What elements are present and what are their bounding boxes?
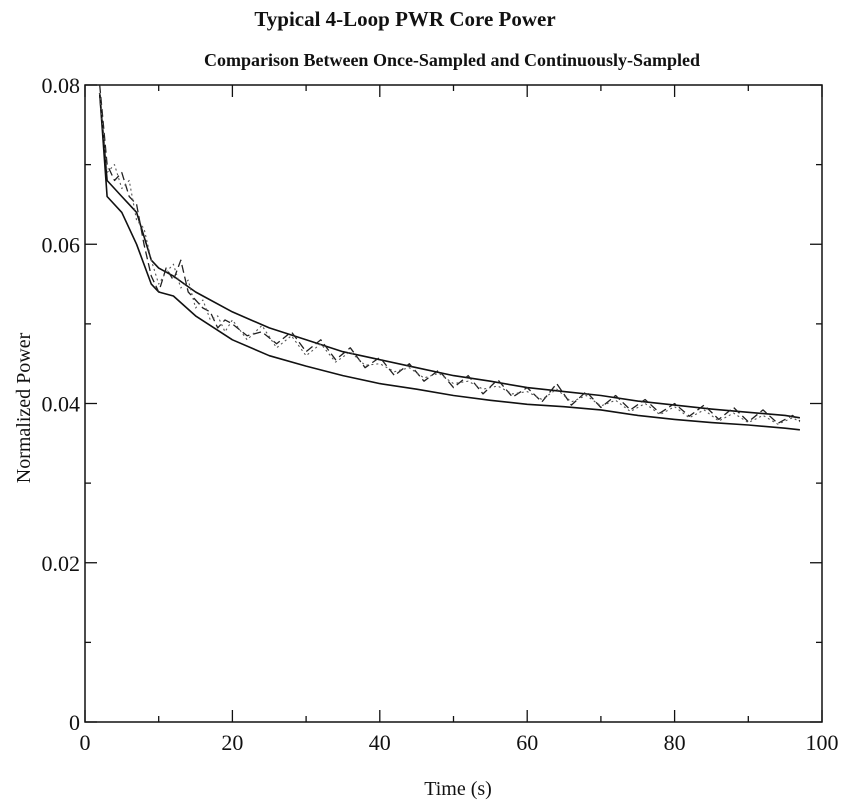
y-tick-label: 0: [69, 710, 80, 735]
x-axis-label: Time (s): [424, 778, 492, 800]
x-tick-label: 80: [664, 730, 686, 755]
x-tick-label: 0: [80, 730, 91, 755]
chart-title: Typical 4-Loop PWR Core Power: [254, 7, 555, 31]
tick-labels-group: 0 20 40 60 80 100 0 0.02 0.04 0.06 0.08: [42, 73, 839, 755]
x-tick-label: 40: [369, 730, 391, 755]
x-tick-label: 20: [221, 730, 243, 755]
ticks-group: [84, 84, 823, 723]
y-tick-label: 0.04: [42, 392, 81, 417]
y-tick-label: 0.06: [42, 232, 81, 257]
y-tick-label: 0.08: [42, 73, 81, 98]
series-line-3: [99, 84, 801, 425]
y-tick-label: 0.02: [42, 551, 81, 576]
chart-subtitle: Comparison Between Once-Sampled and Cont…: [204, 50, 700, 70]
x-tick-label: 100: [806, 730, 839, 755]
series-line-2: [98, 92, 800, 431]
y-axis-label: Normalized Power: [13, 332, 35, 483]
series-line-4: [99, 92, 801, 425]
x-tick-label: 60: [516, 730, 538, 755]
series-group: [98, 84, 801, 431]
plot-area: [84, 84, 823, 723]
series-line-1: [98, 92, 801, 419]
